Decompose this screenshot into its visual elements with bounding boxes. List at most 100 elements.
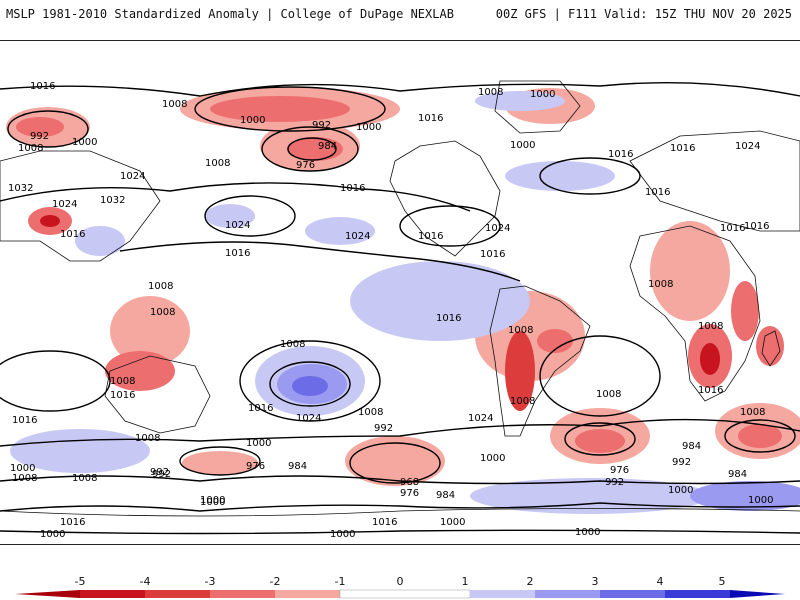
contour-label: 1000 xyxy=(200,495,225,506)
anomaly-southern-ocean-indian xyxy=(690,481,800,511)
anomaly-africa-north xyxy=(650,221,730,321)
contour-label: 1016 xyxy=(480,249,505,260)
contour-label: 1000 xyxy=(330,529,355,540)
colorbar-tick: 4 xyxy=(657,575,664,588)
contour-label: 984 xyxy=(318,141,337,152)
isobar-968-south-pacific-east xyxy=(349,442,441,484)
colorbar: -5 -4 -3 -2 -1 0 1 2 3 4 5 xyxy=(0,573,800,600)
colorbar-segment xyxy=(80,590,145,598)
isobar-992-gulf-alaska xyxy=(261,126,359,172)
anomaly-north-atlantic xyxy=(505,161,615,191)
anomaly-eastern-pacific xyxy=(350,261,530,341)
anomaly-southern-africa-core xyxy=(700,343,720,375)
isobars xyxy=(0,81,800,535)
colorbar-tick: -4 xyxy=(140,575,151,588)
anomaly-north-pacific-high xyxy=(305,217,375,245)
contour-label: 1000 xyxy=(240,115,265,126)
isobar-976-gulf-alaska xyxy=(287,137,337,161)
contour-label: 1024 xyxy=(225,220,250,231)
isobar-1024-central-pacific xyxy=(204,195,296,237)
contour-label: 1016 xyxy=(12,415,37,426)
colorbar-segment xyxy=(15,590,80,598)
contour-label: 1008 xyxy=(12,473,37,484)
colorbar-segment xyxy=(665,590,730,598)
isobar-1000-antarctic xyxy=(0,529,800,535)
contour-label: 1016 xyxy=(372,517,397,528)
anomaly-gulf-alaska-core xyxy=(287,137,343,161)
contour-label: 1000 xyxy=(72,137,97,148)
contour-label: 1008 xyxy=(740,407,765,418)
north-america-outline xyxy=(389,140,501,257)
anomaly-australia xyxy=(105,351,175,391)
colorbar-segment xyxy=(470,590,535,598)
anomaly-south-pacific-west xyxy=(182,451,258,475)
anomaly-maritime-continent xyxy=(110,296,190,366)
contour-label: 1016 xyxy=(436,313,461,324)
contour-label: 984 xyxy=(682,441,701,452)
contour-label: 1008 xyxy=(110,376,135,387)
contour-labels: 1016 992 1008 1000 1008 1000 992 984 976… xyxy=(8,81,773,540)
contour-label: 1000 xyxy=(200,497,225,508)
contour-label: 976 xyxy=(246,461,265,472)
anomaly-madagascar xyxy=(756,326,784,366)
contour-label: 1016 xyxy=(30,81,55,92)
africa-outline xyxy=(629,225,761,402)
contour-label: 1000 xyxy=(440,517,465,528)
colorbar-segment xyxy=(339,589,471,599)
contour-label: 984 xyxy=(728,469,747,480)
contour-label: 1016 xyxy=(60,517,85,528)
contour-label: 1008 xyxy=(148,281,173,292)
contour-label: 992 xyxy=(30,131,49,142)
contour-label: 1000 xyxy=(40,529,65,540)
contour-label: 1024 xyxy=(468,413,493,424)
contour-label: 968 xyxy=(400,477,419,488)
contour-label: 976 xyxy=(610,465,629,476)
colorbar-tick: 5 xyxy=(719,575,726,588)
contour-label: 984 xyxy=(436,490,455,501)
isobar-1024-north-america xyxy=(399,205,501,247)
colorbar-tick: 2 xyxy=(527,575,534,588)
contour-label: 1016 xyxy=(670,143,695,154)
contour-label: 1016 xyxy=(720,223,745,234)
contour-label: 1008 xyxy=(510,396,535,407)
isobar-1016-pacific xyxy=(0,182,471,212)
isobar-976-south-atlantic xyxy=(564,422,636,456)
contour-label: 1024 xyxy=(120,171,145,182)
colorbar-tick: 0 xyxy=(397,575,404,588)
isobar-984-south-indian xyxy=(724,419,796,453)
contour-label: 1000 xyxy=(356,122,381,133)
contour-label: 1008 xyxy=(280,339,305,350)
anomaly-south-pacific-east xyxy=(345,436,445,486)
model-run-info: 00Z GFS | F111 Valid: 15Z THU NOV 20 202… xyxy=(495,7,792,21)
isobar-1016-subtropics xyxy=(119,241,521,282)
anomaly-south-indian-core xyxy=(738,424,782,448)
colorbar-segment xyxy=(535,590,600,598)
contour-label: 1016 xyxy=(340,183,365,194)
colorbar-tick: -1 xyxy=(335,575,346,588)
contour-label: 992 xyxy=(150,467,169,478)
colorbar-ticks: -5 -4 -3 -2 -1 0 1 2 3 4 5 xyxy=(75,575,726,588)
contour-label: 1008 xyxy=(205,158,230,169)
map-title: MSLP 1981-2010 Standardized Anomaly | Co… xyxy=(6,7,454,21)
contour-label: 1008 xyxy=(358,407,383,418)
isobar-1016-south-pacific xyxy=(239,340,381,422)
anomaly-andes xyxy=(505,331,535,411)
colorbar-svg: -5 -4 -3 -2 -1 0 1 2 3 4 5 xyxy=(15,575,785,599)
anomaly-brazil xyxy=(537,329,573,353)
contour-label: 1024 xyxy=(735,141,760,152)
contour-label: 1008 xyxy=(698,321,723,332)
isobar-1000-south xyxy=(0,475,800,485)
south-america-outline xyxy=(489,285,591,437)
colorbar-tick: 3 xyxy=(592,575,599,588)
isobar-1016-south-atlantic-high xyxy=(539,335,661,417)
colorbar-tick: 1 xyxy=(462,575,469,588)
colorbar-tick: -3 xyxy=(205,575,216,588)
isobar-1016-indian-ocean xyxy=(0,350,111,412)
contour-label: 1016 xyxy=(110,390,135,401)
isobar-1008-south xyxy=(0,418,800,447)
greenland-outline xyxy=(494,80,581,134)
isobar-1000-west-pacific xyxy=(7,110,89,148)
colorbar-tick: -5 xyxy=(75,575,86,588)
contour-label: 1000 xyxy=(748,495,773,506)
contour-label: 1016 xyxy=(698,385,723,396)
